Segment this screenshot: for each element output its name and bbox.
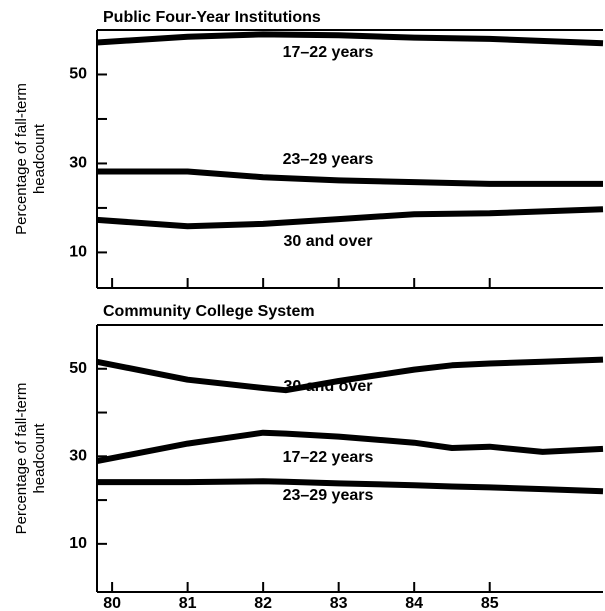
series-line <box>97 478 604 495</box>
series-label: 23–29 years <box>283 151 374 168</box>
x-tick-label: 80 <box>103 595 121 611</box>
y-axis-label: Percentage of fall-term <box>13 383 30 535</box>
y-tick-label: 10 <box>69 244 87 261</box>
chart-title: Public Four-Year Institutions <box>103 9 321 26</box>
y-axis-label: Percentage of fall-term <box>13 83 30 235</box>
x-tick-label: 81 <box>179 595 197 611</box>
series-label: 23–29 years <box>283 487 374 504</box>
series-line <box>96 356 604 394</box>
x-tick-label: 83 <box>330 595 348 611</box>
y-axis-label: headcount <box>31 423 48 494</box>
series-line <box>97 168 603 187</box>
x-tick-label: 85 <box>481 595 499 611</box>
series-line <box>96 31 604 47</box>
y-tick-label: 50 <box>69 66 87 83</box>
chart-title: Community College System <box>103 303 315 320</box>
y-tick-label: 50 <box>69 360 87 377</box>
series-line <box>96 429 604 465</box>
series-label: 17–22 years <box>283 449 374 466</box>
series-label: 30 and over <box>284 233 373 250</box>
x-tick-label: 84 <box>405 595 423 611</box>
series-label: 17–22 years <box>283 44 374 61</box>
x-tick-label: 82 <box>254 595 272 611</box>
y-tick-label: 30 <box>69 155 87 172</box>
series-label: 30 and over <box>284 378 373 395</box>
y-axis-label: headcount <box>31 123 48 194</box>
y-tick-label: 10 <box>69 535 87 552</box>
series-line <box>96 206 604 230</box>
y-tick-label: 30 <box>69 448 87 465</box>
